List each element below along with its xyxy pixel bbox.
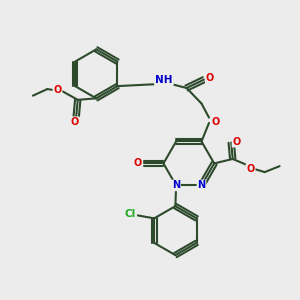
Text: N: N — [172, 180, 180, 190]
Text: O: O — [247, 164, 255, 174]
Text: N: N — [197, 180, 206, 190]
Text: O: O — [133, 158, 142, 168]
Text: O: O — [206, 73, 214, 83]
Text: O: O — [232, 136, 241, 147]
Text: Cl: Cl — [125, 209, 136, 219]
Text: NH: NH — [155, 75, 172, 85]
Text: O: O — [53, 85, 62, 95]
Text: O: O — [70, 117, 79, 127]
Text: NH: NH — [155, 75, 172, 85]
Text: O: O — [212, 117, 220, 127]
